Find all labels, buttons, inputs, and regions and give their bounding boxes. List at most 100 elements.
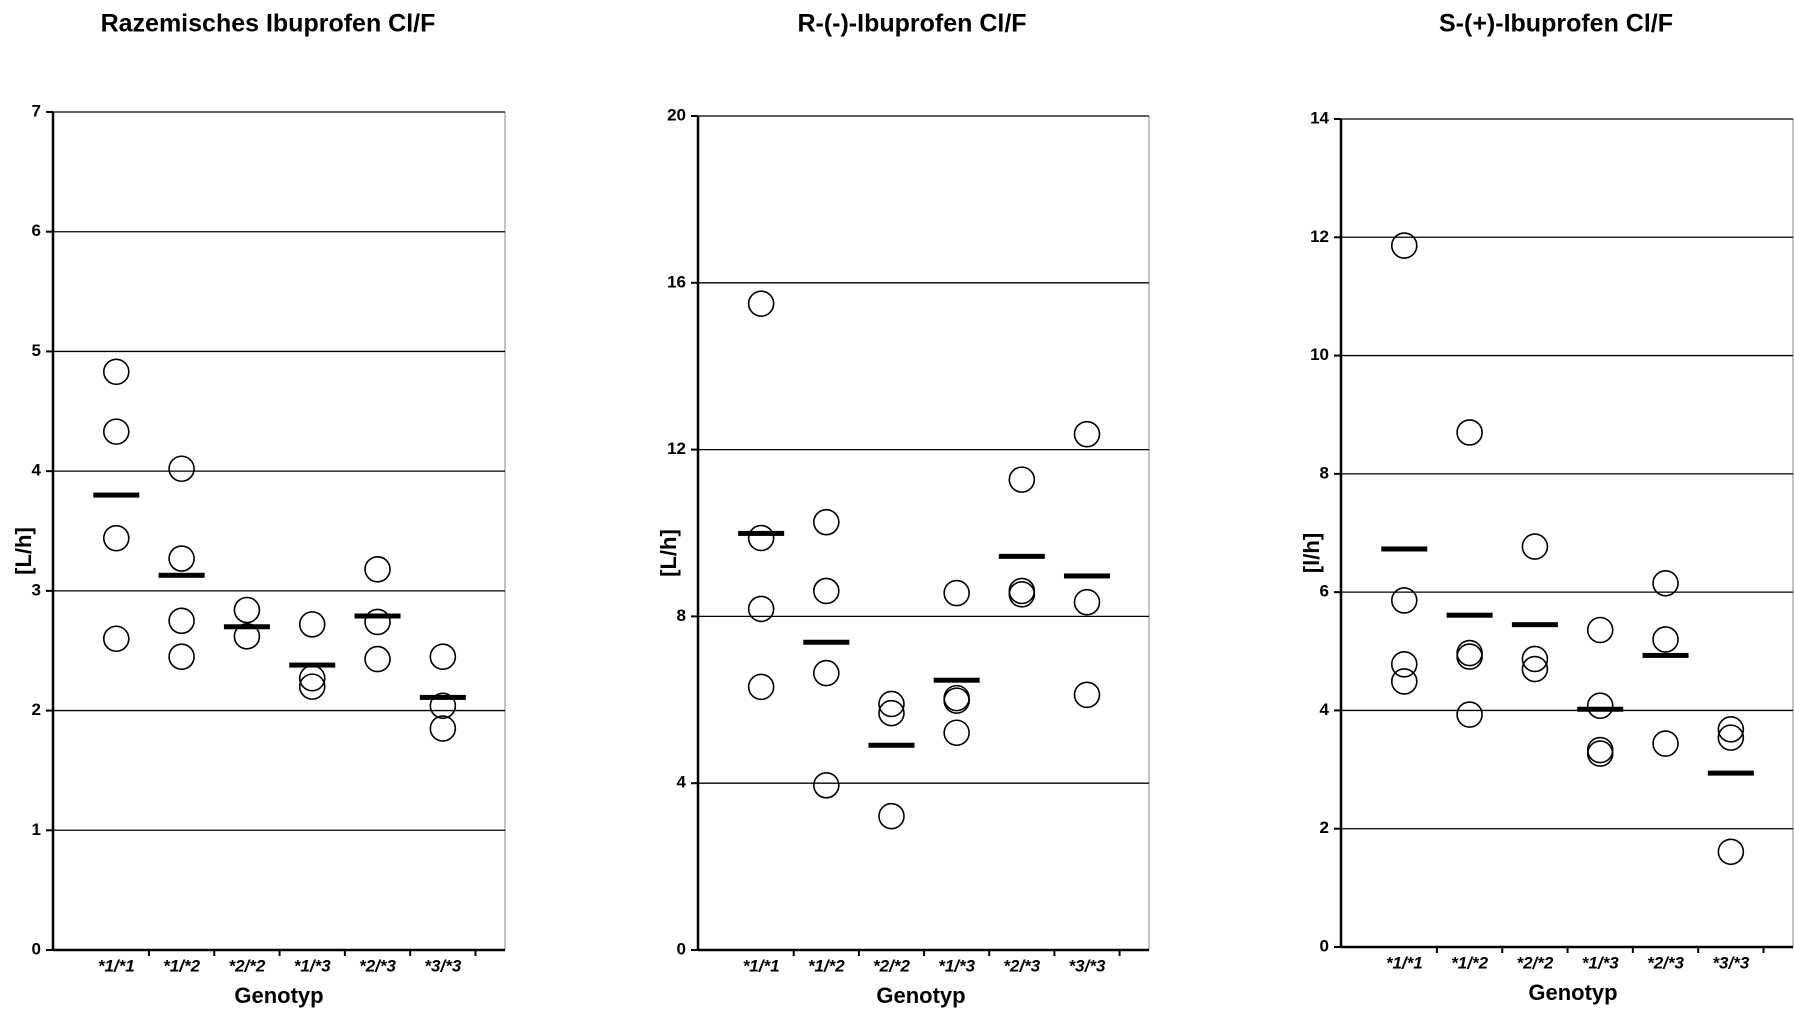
data-point xyxy=(1717,724,1745,751)
mean-bar xyxy=(868,742,915,748)
mean-bar xyxy=(354,613,401,619)
mean-bar xyxy=(223,624,270,630)
data-point xyxy=(364,645,391,673)
chart-title: S-(+)-Ibuprofen Cl/F xyxy=(1439,10,1673,38)
data-point xyxy=(943,684,970,712)
data-point xyxy=(1456,701,1483,728)
y-tick-label: 4 xyxy=(677,773,687,792)
mean-bar xyxy=(1707,770,1754,776)
x-tick-label: *2/*2 xyxy=(1516,953,1553,972)
x-tick-label: *1/*2 xyxy=(808,956,845,975)
x-tick-label: *2/*3 xyxy=(359,956,396,975)
y-tick-label: 2 xyxy=(32,700,41,719)
x-tick-label: *1/*3 xyxy=(294,956,331,975)
data-point xyxy=(747,290,775,317)
y-tick-label: 8 xyxy=(677,606,686,625)
mean-bar xyxy=(289,662,336,668)
data-point xyxy=(102,625,130,653)
mean-bar xyxy=(158,572,205,578)
data-point xyxy=(102,358,130,386)
data-point xyxy=(364,608,391,636)
y-tick-label: 8 xyxy=(1320,463,1329,482)
x-tick-label: *1/*3 xyxy=(1582,953,1619,972)
data-point xyxy=(1073,420,1101,448)
mean-bar xyxy=(738,530,785,536)
data-point xyxy=(233,596,261,624)
x-tick-label: *1/*2 xyxy=(1451,953,1488,972)
x-tick-label: *2/*2 xyxy=(873,956,910,975)
data-point xyxy=(943,719,970,747)
data-point xyxy=(1073,681,1101,709)
y-tick-label: 12 xyxy=(667,439,686,458)
data-point xyxy=(168,455,195,483)
data-point xyxy=(429,692,457,720)
data-point xyxy=(943,579,970,607)
data-point xyxy=(364,556,391,583)
y-tick-label: 0 xyxy=(32,939,41,958)
x-tick-label: *1/*1 xyxy=(98,956,135,975)
data-point xyxy=(1008,580,1036,608)
mean-bar xyxy=(933,677,980,683)
data-point xyxy=(813,508,840,536)
mean-bar xyxy=(1511,622,1558,628)
mean-bar xyxy=(1446,612,1493,618)
x-tick-label: *1/*2 xyxy=(163,956,200,975)
y-tick-label: 20 xyxy=(667,105,686,124)
x-tick-label: *2/*3 xyxy=(1647,953,1684,972)
data-point xyxy=(1390,650,1418,678)
data-point xyxy=(878,699,905,727)
data-point xyxy=(1390,232,1418,259)
data-point xyxy=(1652,730,1679,757)
x-tick-label: *1/*1 xyxy=(1386,953,1423,972)
x-tick-label: *1/*1 xyxy=(743,956,780,975)
y-tick-label: 0 xyxy=(1320,936,1329,955)
data-point xyxy=(429,715,457,742)
mean-bar xyxy=(1381,546,1428,552)
data-point xyxy=(429,643,457,671)
data-point xyxy=(943,687,970,714)
data-point xyxy=(1008,466,1036,493)
data-point xyxy=(1717,838,1745,866)
data-point xyxy=(1521,645,1549,673)
mean-bar xyxy=(998,553,1045,559)
data-point xyxy=(747,595,775,623)
y-tick-label: 16 xyxy=(667,272,686,291)
data-point xyxy=(1652,626,1679,653)
data-point xyxy=(1586,616,1614,644)
data-point xyxy=(168,607,195,635)
y-axis-label: [l/h] xyxy=(1299,533,1324,573)
data-point xyxy=(1521,533,1549,560)
data-point xyxy=(1521,655,1549,683)
data-point xyxy=(747,524,775,552)
data-point xyxy=(1390,668,1418,695)
x-tick-label: *3/*3 xyxy=(1069,956,1106,975)
data-point xyxy=(813,577,840,605)
mean-bar xyxy=(419,694,466,700)
x-tick-label: *3/*3 xyxy=(1712,953,1749,972)
data-point xyxy=(813,659,840,687)
data-point xyxy=(298,611,326,638)
y-axis-label: [L/h] xyxy=(11,527,36,575)
y-tick-label: 4 xyxy=(32,461,42,480)
y-tick-label: 12 xyxy=(1310,227,1329,246)
data-point xyxy=(298,673,326,700)
y-axis-label: [L/h] xyxy=(656,529,681,577)
mean-bar xyxy=(1577,706,1624,712)
y-tick-label: 2 xyxy=(1320,818,1329,837)
chart-title: Razemisches Ibuprofen Cl/F xyxy=(101,10,436,38)
x-axis-label: Genotyp xyxy=(234,983,323,1008)
data-point xyxy=(1390,587,1418,614)
data-point xyxy=(813,771,840,799)
data-point xyxy=(1456,643,1483,670)
data-point xyxy=(1073,588,1101,616)
data-point xyxy=(1586,740,1614,767)
data-point xyxy=(102,524,130,552)
x-tick-label: *1/*3 xyxy=(938,956,975,975)
data-point xyxy=(233,623,261,650)
data-point xyxy=(747,673,775,701)
data-point xyxy=(878,690,905,718)
y-tick-label: 3 xyxy=(32,580,41,599)
mean-bar xyxy=(93,492,140,498)
y-tick-label: 0 xyxy=(677,939,686,958)
